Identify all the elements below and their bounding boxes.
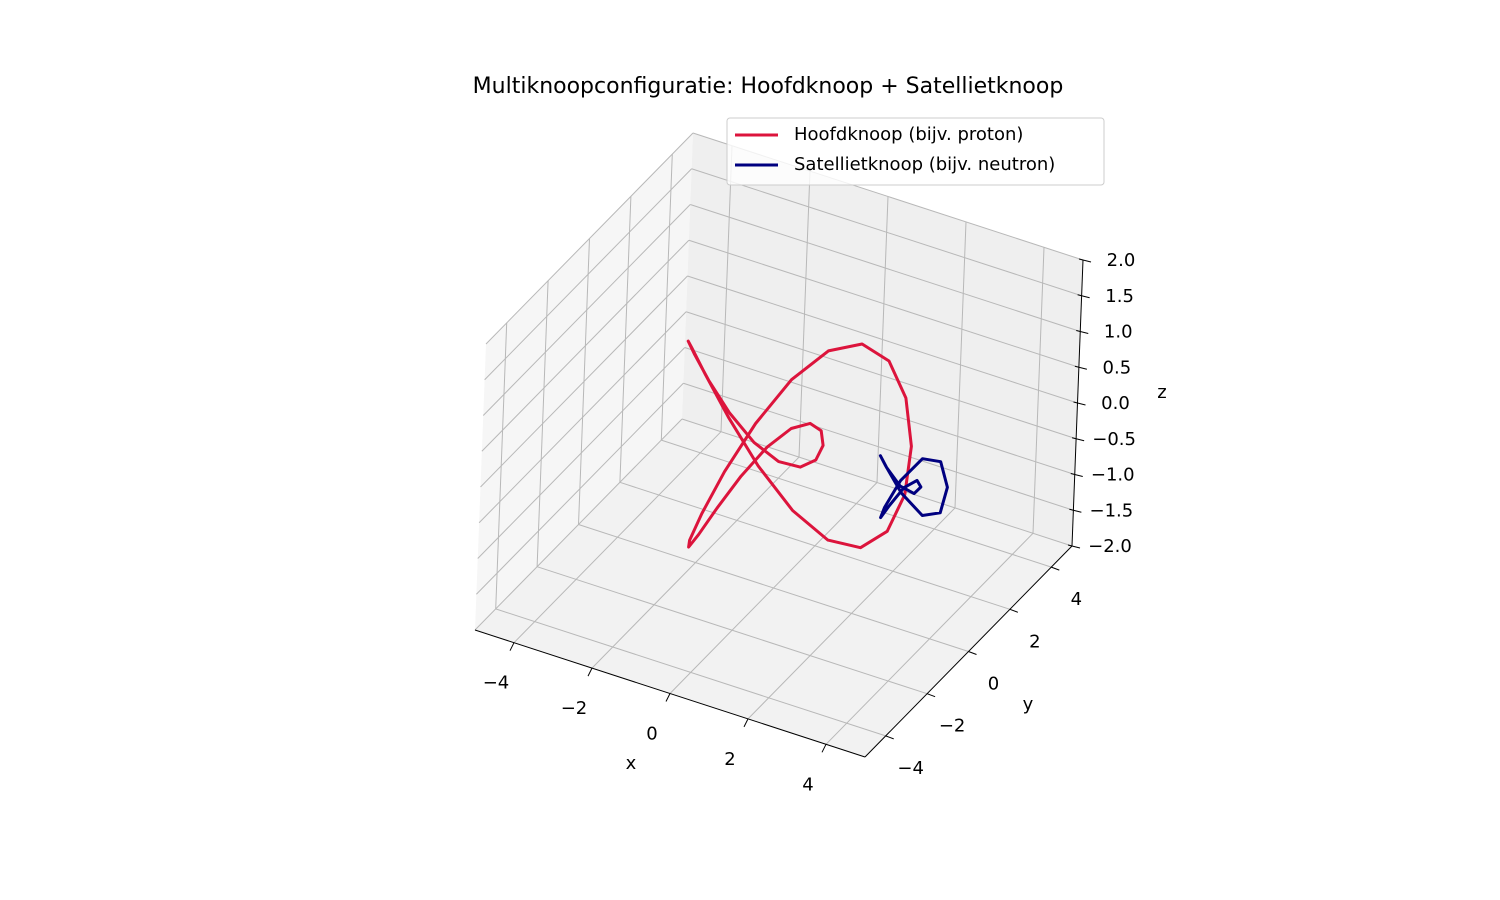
z-tick-label: −2.0 [1088, 536, 1132, 557]
x-tick-label: 4 [802, 774, 813, 795]
legend-label: Hoofdknoop (bijv. proton) [794, 124, 1023, 145]
grid-line [495, 608, 886, 737]
knot-line [878, 454, 949, 520]
grid-line [661, 439, 1052, 568]
y-axis-line [864, 545, 1073, 758]
tick-mark [1072, 437, 1085, 442]
grid-line [485, 132, 694, 345]
tick-mark [1069, 508, 1082, 513]
grid-line [476, 382, 684, 595]
y-tick-label: 2 [1029, 631, 1040, 652]
grid-line [481, 239, 690, 452]
z-axis-line [1071, 259, 1084, 547]
chart-title: Multiknoopconfiguratie: Hoofdknoop + Sat… [473, 74, 1064, 99]
grid-line [619, 481, 1011, 610]
x-tick-label: −2 [561, 698, 588, 719]
z-tick-label: −0.5 [1092, 429, 1136, 450]
y-tick-label: −4 [897, 758, 924, 779]
y-tick-label: −2 [939, 716, 966, 737]
x-tick-label: 0 [646, 724, 657, 745]
tick-mark [1067, 544, 1081, 549]
legend-box [726, 117, 1105, 186]
tick-mark [509, 642, 515, 651]
grid-line [474, 418, 683, 631]
grid-line [484, 168, 692, 381]
tick-mark [1070, 473, 1083, 477]
grid-line [684, 347, 1075, 475]
y-tick-label: 4 [1071, 589, 1082, 610]
y-axis-label: y [1023, 694, 1034, 715]
tick-mark [1076, 330, 1089, 334]
grid-line [536, 566, 928, 695]
grid-line [482, 204, 691, 416]
grid-line [681, 418, 1073, 547]
tick-mark [665, 693, 671, 702]
grid-line [690, 204, 1081, 332]
tick-mark [1073, 401, 1086, 406]
grid-line [691, 168, 1082, 297]
legend-label: Satellietknoop (bijv. neutron) [794, 154, 1055, 175]
tick-mark [1074, 365, 1087, 370]
grid-line [477, 347, 686, 559]
z-axis-label: z [1157, 382, 1166, 403]
z-tick-label: 2.0 [1107, 250, 1136, 271]
tick-mark [743, 718, 749, 728]
tick-mark [1078, 258, 1092, 263]
grid-line [578, 524, 969, 652]
x-tick-label: −4 [483, 673, 510, 694]
grid-line [478, 311, 687, 524]
z-tick-label: −1.0 [1091, 465, 1135, 486]
tick-mark [1077, 294, 1090, 299]
x-axis-line [474, 629, 866, 758]
grid-line [687, 275, 1078, 404]
grid-line [683, 382, 1074, 511]
grid-line [688, 239, 1080, 368]
tick-mark [1009, 608, 1019, 613]
tick-mark [1051, 566, 1060, 571]
tick-mark [587, 667, 593, 677]
z-tick-label: −1.5 [1090, 500, 1134, 521]
knot-line [686, 339, 913, 550]
tick-mark [885, 735, 894, 740]
z-tick-label: 1.0 [1104, 322, 1133, 343]
z-tick-label: 0.0 [1101, 393, 1130, 414]
grid-line [480, 275, 688, 488]
tick-mark [926, 693, 936, 698]
x-tick-label: 2 [724, 749, 735, 770]
y-tick-label: 0 [988, 674, 999, 695]
x-axis-label: x [626, 753, 637, 774]
z-tick-label: 0.5 [1103, 357, 1132, 378]
z-tick-label: 1.5 [1105, 286, 1134, 307]
tick-mark [821, 744, 827, 753]
tick-mark [968, 651, 977, 655]
grid-line [685, 311, 1077, 440]
